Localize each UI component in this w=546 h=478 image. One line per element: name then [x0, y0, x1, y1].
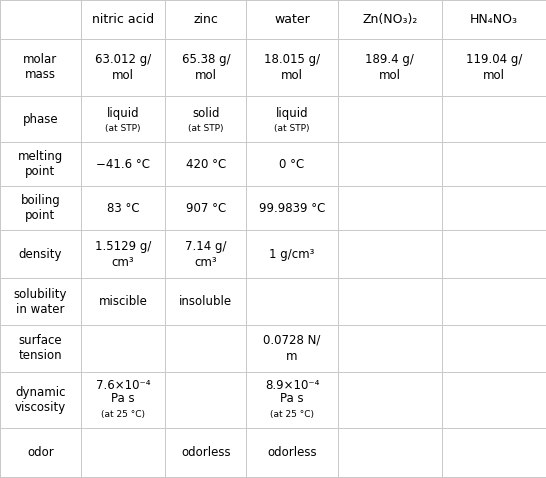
- Text: 65.38 g/
mol: 65.38 g/ mol: [181, 53, 230, 82]
- Text: 83 °C: 83 °C: [107, 202, 139, 215]
- Text: 189.4 g/
mol: 189.4 g/ mol: [365, 53, 414, 82]
- Text: water: water: [274, 13, 310, 26]
- Text: −41.6 °C: −41.6 °C: [96, 158, 150, 171]
- Text: 1.5129 g/
cm³: 1.5129 g/ cm³: [95, 239, 151, 269]
- Text: 119.04 g/
mol: 119.04 g/ mol: [466, 53, 522, 82]
- Text: miscible: miscible: [99, 295, 147, 308]
- Text: odor: odor: [27, 446, 54, 459]
- Text: 8.9×10⁻⁴: 8.9×10⁻⁴: [265, 380, 319, 392]
- Text: odorless: odorless: [181, 446, 230, 459]
- Text: (at STP): (at STP): [188, 124, 224, 133]
- Text: solid: solid: [192, 107, 219, 120]
- Text: 420 °C: 420 °C: [186, 158, 226, 171]
- Text: 99.9839 °C: 99.9839 °C: [259, 202, 325, 215]
- Text: 0.0728 N/
m: 0.0728 N/ m: [263, 334, 321, 363]
- Text: Zn(NO₃)₂: Zn(NO₃)₂: [362, 13, 418, 26]
- Text: (at 25 °C): (at 25 °C): [270, 410, 314, 419]
- Text: 7.6×10⁻⁴: 7.6×10⁻⁴: [96, 380, 150, 392]
- Text: HN₄NO₃: HN₄NO₃: [470, 13, 518, 26]
- Text: (at STP): (at STP): [274, 124, 310, 133]
- Text: 1 g/cm³: 1 g/cm³: [269, 248, 315, 261]
- Text: 0 °C: 0 °C: [280, 158, 305, 171]
- Text: boiling
point: boiling point: [21, 195, 60, 222]
- Text: Pa s: Pa s: [280, 392, 304, 405]
- Text: phase: phase: [22, 112, 58, 126]
- Text: surface
tension: surface tension: [19, 335, 62, 362]
- Text: Pa s: Pa s: [111, 392, 135, 405]
- Text: insoluble: insoluble: [179, 295, 233, 308]
- Text: molar
mass: molar mass: [23, 54, 57, 81]
- Text: density: density: [19, 248, 62, 261]
- Text: solubility
in water: solubility in water: [14, 288, 67, 315]
- Text: 18.015 g/
mol: 18.015 g/ mol: [264, 53, 320, 82]
- Text: liquid: liquid: [276, 107, 308, 120]
- Text: melting
point: melting point: [18, 151, 63, 178]
- Text: 7.14 g/
cm³: 7.14 g/ cm³: [185, 239, 227, 269]
- Text: liquid: liquid: [107, 107, 139, 120]
- Text: (at 25 °C): (at 25 °C): [101, 410, 145, 419]
- Text: 907 °C: 907 °C: [186, 202, 226, 215]
- Text: zinc: zinc: [193, 13, 218, 26]
- Text: dynamic
viscosity: dynamic viscosity: [15, 386, 66, 414]
- Text: 63.012 g/
mol: 63.012 g/ mol: [95, 53, 151, 82]
- Text: odorless: odorless: [268, 446, 317, 459]
- Text: (at STP): (at STP): [105, 124, 141, 133]
- Text: nitric acid: nitric acid: [92, 13, 154, 26]
